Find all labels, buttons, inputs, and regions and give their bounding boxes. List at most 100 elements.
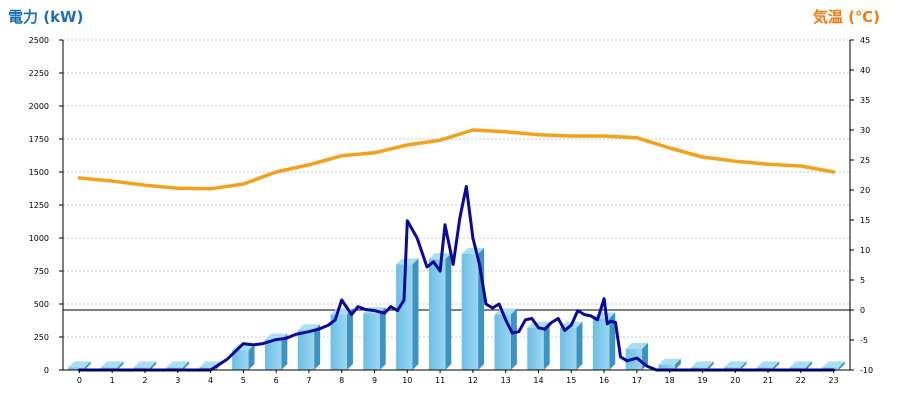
bar (461, 247, 485, 370)
bar-front (363, 313, 380, 370)
bar (330, 308, 353, 370)
bar-side (182, 361, 189, 370)
bar-side (773, 361, 780, 370)
bar-top (133, 361, 157, 368)
bar-front (527, 327, 544, 370)
x-tick-label: 0 (77, 376, 82, 385)
x-tick-label: 10 (402, 376, 412, 385)
left-tick-label: 250 (34, 333, 49, 342)
bar-top (658, 358, 681, 365)
bar-side (150, 361, 157, 370)
x-tick-label: 22 (796, 376, 806, 385)
x-tick-label: 11 (435, 376, 445, 385)
x-tick-label: 19 (697, 376, 707, 385)
right-tick-label: -5 (860, 336, 868, 345)
bar-side (314, 324, 321, 370)
bar-top (428, 253, 452, 260)
left-tick-label: 2500 (29, 36, 49, 45)
right-tick-label: -10 (860, 366, 873, 375)
right-tick-label: 20 (860, 186, 870, 195)
x-tick-label: 18 (665, 376, 675, 385)
bar (264, 333, 288, 370)
bar-top (625, 342, 649, 349)
x-tick-label: 13 (501, 376, 511, 385)
x-tick-label: 6 (274, 376, 279, 385)
x-tick-label: 8 (339, 376, 344, 385)
left-tick-label: 1250 (29, 201, 49, 210)
right-tick-label: 30 (860, 126, 870, 135)
bar-front (560, 327, 577, 370)
bar-front (592, 318, 610, 370)
bar (396, 258, 419, 370)
bar-front (264, 339, 282, 370)
bar-side (543, 321, 550, 370)
bar (68, 361, 91, 370)
x-tick-label: 3 (175, 376, 180, 385)
x-tick-label: 2 (142, 376, 147, 385)
bar (428, 253, 452, 370)
bar (658, 358, 681, 370)
bar-front (396, 264, 413, 370)
bar-front (494, 314, 511, 370)
x-tick-label: 21 (763, 376, 773, 385)
right-tick-label: 45 (860, 36, 870, 45)
x-tick-label: 7 (306, 376, 311, 385)
left-tick-label: 0 (44, 366, 49, 375)
bar-side (609, 312, 616, 370)
bar (494, 308, 517, 370)
bar-front (428, 259, 446, 370)
bar-side (379, 307, 386, 370)
bar-front (461, 253, 479, 370)
bar-side (510, 308, 517, 370)
x-tick-label: 4 (208, 376, 213, 385)
x-tick-label: 15 (566, 376, 576, 385)
right-tick-label: 5 (860, 276, 865, 285)
x-tick-label: 17 (632, 376, 642, 385)
right-axis-title: 気温 (℃) (812, 8, 880, 26)
bar-side (707, 361, 714, 370)
bar (560, 321, 583, 370)
bar-top (527, 321, 550, 328)
bar-side (740, 361, 747, 370)
bar-top (724, 361, 747, 368)
left-tick-label: 750 (34, 267, 49, 276)
power-line (77, 185, 836, 372)
bar-top (100, 361, 124, 368)
bar-side (445, 253, 452, 370)
bar-side (248, 344, 255, 370)
bar-side (412, 258, 419, 370)
bar-side (838, 361, 845, 370)
bar (232, 344, 255, 370)
bar-top (691, 361, 714, 368)
bar-top (461, 247, 485, 254)
bar (527, 321, 550, 370)
bar (363, 307, 386, 370)
bar-top (822, 361, 845, 368)
bar-front (297, 330, 315, 370)
left-tick-label: 1500 (29, 168, 49, 177)
bar-side (281, 333, 288, 370)
x-tick-label: 9 (372, 376, 377, 385)
x-tick-label: 14 (533, 376, 543, 385)
x-tick-label: 12 (468, 376, 478, 385)
bar-side (346, 308, 353, 370)
x-tick-label: 5 (241, 376, 246, 385)
right-tick-label: 35 (860, 96, 870, 105)
bar-front (68, 367, 85, 370)
bar-side (84, 361, 91, 370)
x-tick-label: 20 (730, 376, 740, 385)
bar-side (806, 361, 813, 370)
left-tick-label: 500 (34, 300, 49, 309)
bar-front (232, 350, 249, 370)
left-axis-title: 電力 (kW) (8, 8, 84, 26)
bar-top (68, 361, 91, 368)
temperature-line (77, 128, 836, 191)
x-tick-label: 16 (599, 376, 609, 385)
bar (297, 324, 321, 370)
x-tick-label: 1 (110, 376, 115, 385)
left-tick-label: 2250 (29, 69, 49, 78)
right-tick-label: 40 (860, 66, 870, 75)
bar-top (756, 361, 780, 368)
